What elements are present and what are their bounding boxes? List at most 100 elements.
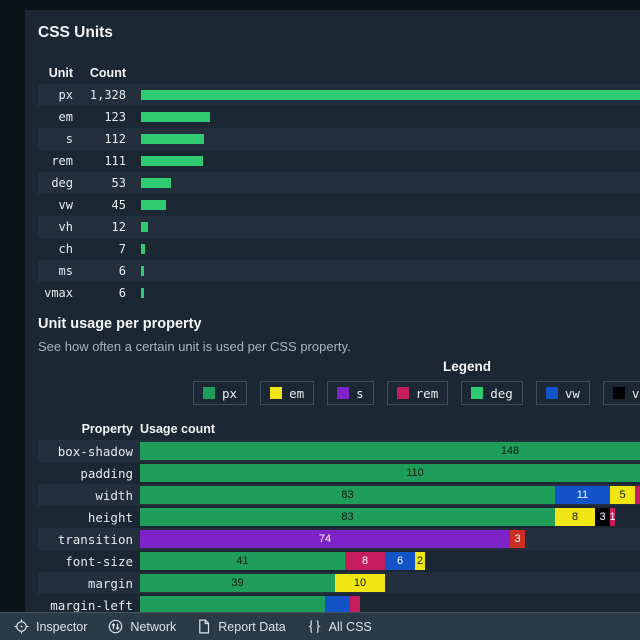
units-table-header: Unit Count	[38, 66, 640, 80]
legend-item-vw[interactable]: vw	[535, 381, 590, 405]
css-units-report-panel: CSS Units Unit Count px 1,328 em 123 s 1…	[25, 10, 640, 640]
legend-item-deg[interactable]: deg	[461, 381, 523, 405]
unit-bar-track	[141, 156, 640, 166]
property-row-width: width 83 11 5	[38, 484, 640, 506]
unit-count: 112	[104, 132, 126, 146]
property-row-margin: margin 39 10	[38, 572, 640, 594]
bar-segment-vh: 3	[595, 508, 610, 526]
bar-segment-rem: 8	[345, 552, 385, 570]
legend-label: vw	[564, 385, 580, 401]
section-title-css-units: CSS Units	[38, 24, 113, 41]
tab-report-data[interactable]: Report Data	[197, 619, 286, 634]
tab-network[interactable]: Network	[108, 619, 176, 634]
unit-count-bar	[141, 200, 166, 210]
property-usage-bar: 74 3	[140, 530, 640, 548]
property-usage-bar: 148	[140, 442, 640, 460]
unit-count: 1,328	[89, 88, 126, 102]
legend-item-vh[interactable]: vh	[602, 381, 640, 405]
legend-label: em	[289, 385, 305, 401]
unit-row-deg: deg 53	[38, 172, 640, 194]
unit-count-bar	[141, 178, 171, 188]
bar-segment-em: 8	[555, 508, 595, 526]
unit-name: px	[58, 88, 73, 102]
property-usage-bar: 39 10	[140, 574, 640, 592]
bar-segment-em: 10	[335, 574, 385, 592]
unit-name: ms	[58, 264, 73, 278]
tab-label: All CSS	[328, 619, 372, 634]
document-icon	[197, 619, 211, 634]
units-table: px 1,328 em 123 s 112 rem 111 deg 53 vw …	[38, 84, 640, 304]
unit-bar-track	[141, 178, 640, 188]
property-name: box-shadow	[57, 443, 133, 459]
legend-title: Legend	[442, 359, 491, 374]
property-name: margin-left	[50, 597, 133, 613]
unit-bar-track	[141, 244, 640, 254]
legend-item-s[interactable]: s	[327, 381, 374, 405]
legend-swatch-em	[270, 387, 283, 399]
unit-name: vmax	[44, 286, 73, 300]
unit-row-ms: ms 6	[38, 260, 640, 282]
unit-count: 123	[104, 110, 126, 124]
legend-item-rem[interactable]: rem	[386, 381, 449, 405]
bar-segment-vw	[325, 596, 350, 614]
property-row-transition: transition 74 3	[38, 528, 640, 550]
bar-segment-px: 148	[140, 442, 640, 460]
tab-all-css[interactable]: All CSS	[307, 619, 372, 634]
unit-name: s	[65, 132, 73, 146]
bar-segment-s: 74	[140, 530, 510, 548]
unit-count-bar	[141, 134, 204, 144]
property-row-font-size: font-size 41 8 6 2	[38, 550, 640, 572]
unit-row-vmax: vmax 6	[38, 282, 640, 304]
bar-segment-px: 41	[140, 552, 345, 570]
property-usage-bar: 83 8 3 1	[140, 508, 640, 526]
bar-segment-vw: 6	[385, 552, 415, 570]
unit-bar-track	[141, 134, 640, 144]
tab-inspector[interactable]: Inspector	[14, 619, 87, 634]
unit-name: vw	[58, 198, 73, 212]
unit-name: ch	[58, 242, 73, 256]
tab-label: Inspector	[36, 619, 88, 634]
column-header-count: Count	[89, 66, 126, 80]
unit-row-rem: rem 111	[38, 150, 640, 172]
unit-count: 12	[111, 220, 126, 234]
legend-swatch-vw	[545, 387, 558, 399]
property-row-height: height 83 8 3 1	[38, 506, 640, 528]
property-name: font-size	[65, 553, 133, 569]
legend-swatch-deg	[471, 387, 484, 399]
unit-name: deg	[51, 176, 73, 190]
legend-label: rem	[415, 385, 439, 401]
tab-label: Report Data	[218, 619, 286, 634]
property-table: box-shadow 148 padding 110 width 83 11 5 h…	[38, 440, 640, 616]
legend-label: s	[356, 385, 364, 401]
bar-segment-rem: 1	[610, 508, 615, 526]
unit-bar-track	[141, 266, 640, 276]
legend-label: deg	[490, 385, 513, 401]
legend-swatch-vh	[612, 387, 625, 399]
legend-swatch-rem	[396, 387, 409, 399]
unit-row-em: em 123	[38, 106, 640, 128]
unit-row-vh: vh 12	[38, 216, 640, 238]
unit-count-bar	[141, 112, 210, 122]
unit-bar-track	[141, 200, 640, 210]
legend-label: vh	[631, 385, 640, 401]
legend-item-px[interactable]: px	[193, 381, 248, 405]
bar-segment-px: 83	[140, 486, 555, 504]
unit-count: 53	[111, 176, 126, 190]
property-usage-bar	[140, 596, 640, 614]
unit-count: 6	[118, 286, 126, 300]
bar-segment-em: 5	[610, 486, 635, 504]
section-title-unit-usage: Unit usage per property	[38, 316, 202, 332]
unit-bar-track	[141, 112, 640, 122]
legend-swatch-s	[337, 387, 350, 399]
property-usage-bar: 110	[140, 464, 640, 482]
unit-count-bar	[141, 222, 148, 232]
legend-item-em[interactable]: em	[260, 381, 315, 405]
bar-segment-px: 83	[140, 508, 555, 526]
unit-row-s: s 112	[38, 128, 640, 150]
column-header-unit: Unit	[48, 66, 73, 80]
bar-segment-em: 2	[415, 552, 425, 570]
tab-label: Network	[130, 619, 177, 634]
bar-segment-rem	[350, 596, 360, 614]
target-icon	[14, 619, 29, 634]
